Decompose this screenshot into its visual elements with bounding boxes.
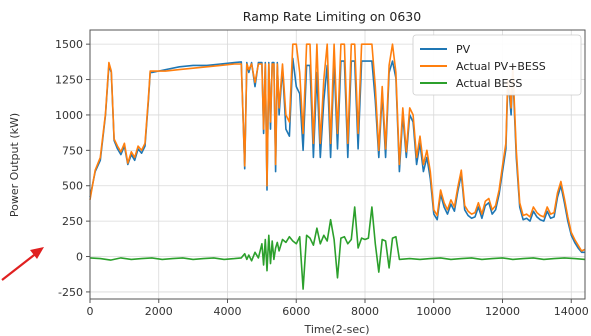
legend-box xyxy=(412,34,582,96)
annotation-arrow xyxy=(1,247,44,281)
series-line-pv xyxy=(89,57,585,254)
annotation-arrow-shaft xyxy=(1,251,39,281)
chart-title: Ramp Rate Limiting on 0630 xyxy=(243,9,421,24)
x-tick-label-10000: 10000 xyxy=(416,305,451,318)
legend-label-actual-bess: Actual BESS xyxy=(456,77,522,90)
y-tick-label-1000: 1000 xyxy=(55,109,83,122)
x-tick-label-4000: 4000 xyxy=(214,305,242,318)
x-tick-label-14000: 14000 xyxy=(554,305,589,318)
legend-label-actual-pv-bess: Actual PV+BESS xyxy=(456,60,546,73)
y-tick-label-0: 0 xyxy=(76,251,83,264)
series-line-actual-bess xyxy=(89,206,586,290)
y-tick-label--250: -250 xyxy=(58,286,83,299)
series-line-actual-pv-bess xyxy=(89,43,586,252)
plot-area-border xyxy=(89,29,586,300)
series-layer xyxy=(89,43,586,290)
y-tick-label-1500: 1500 xyxy=(55,38,83,51)
x-tick-layer: 0 2000 4000 6000 8000 10000 12000 14000 xyxy=(87,299,589,318)
legend: PV Actual PV+BESS Actual BESS xyxy=(412,34,582,96)
x-tick-label-2000: 2000 xyxy=(145,305,173,318)
y-tick-layer: -250 0 250 500 750 1000 1250 1500 xyxy=(55,38,90,299)
x-tick-label-6000: 6000 xyxy=(282,305,310,318)
x-tick-label-8000: 8000 xyxy=(351,305,379,318)
y-tick-label-500: 500 xyxy=(62,180,83,193)
legend-label-pv: PV xyxy=(456,43,471,56)
x-tick-label-12000: 12000 xyxy=(485,305,520,318)
x-axis-title: Time(2-sec) xyxy=(303,323,369,336)
y-tick-label-750: 750 xyxy=(62,144,83,157)
y-tick-label-250: 250 xyxy=(62,215,83,228)
annotation-arrow-head xyxy=(30,247,44,259)
y-axis-title: Power Output (kW) xyxy=(8,113,21,217)
y-tick-label-1250: 1250 xyxy=(55,74,83,87)
x-tick-label-0: 0 xyxy=(87,305,94,318)
